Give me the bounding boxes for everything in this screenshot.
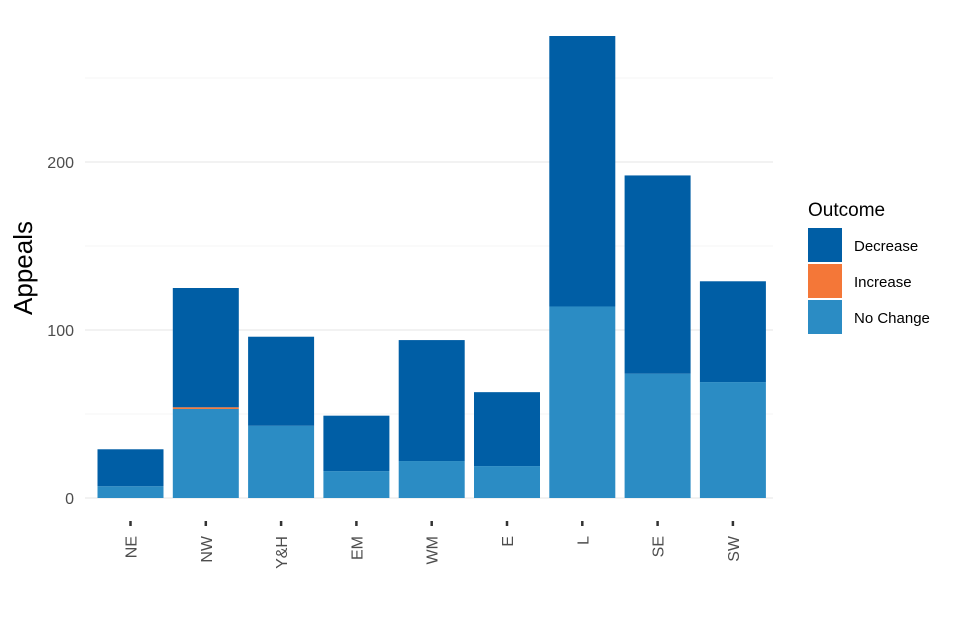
y-tick-label: 100	[47, 323, 74, 340]
bars	[97, 36, 766, 498]
bar-segment-no-change	[474, 466, 540, 498]
bar-segment-no-change	[323, 471, 390, 498]
x-tick-label: WM	[425, 536, 442, 564]
legend-key-decrease	[808, 228, 842, 262]
y-axis: 0 100 200	[47, 155, 74, 508]
x-tick-label: EM	[349, 536, 366, 560]
legend-key-no-change	[808, 300, 842, 334]
legend-title: Outcome	[808, 200, 885, 221]
bar-segment-increase	[172, 407, 239, 409]
x-tick-label: L	[575, 536, 592, 545]
y-tick-label: 200	[47, 155, 74, 172]
y-tick-label: 0	[65, 491, 74, 508]
bar-segment-no-change	[699, 382, 766, 498]
bar-segment-decrease	[699, 281, 766, 383]
bar-segment-no-change	[624, 373, 691, 498]
bar-segment-decrease	[97, 449, 164, 487]
x-tick-label: Y&H	[274, 536, 291, 569]
bar-segment-no-change	[97, 486, 164, 498]
x-tick-label: NW	[199, 535, 216, 563]
bar-segment-no-change	[172, 408, 239, 498]
x-tick-label: SW	[726, 535, 743, 562]
bar-segment-no-change	[248, 425, 315, 498]
bar-segment-decrease	[323, 415, 390, 472]
bar-segment-decrease	[624, 175, 691, 374]
x-tick-label: E	[500, 536, 517, 547]
bar-segment-decrease	[398, 340, 465, 462]
x-axis: NE NW Y&H EM WM E L SE SW	[124, 521, 743, 569]
legend-key-increase	[808, 264, 842, 298]
bar-segment-decrease	[549, 36, 616, 307]
bar-segment-no-change	[549, 306, 616, 498]
bar-segment-decrease	[172, 288, 239, 408]
bar-segment-decrease	[474, 392, 540, 467]
legend-label: Decrease	[854, 238, 918, 255]
x-tick-label: SE	[651, 536, 668, 557]
x-tick-label: NE	[124, 536, 141, 558]
bar-segment-no-change	[398, 461, 465, 498]
legend-label: Increase	[854, 274, 912, 291]
y-axis-title: Appeals	[8, 221, 38, 315]
bar-segment-decrease	[248, 336, 315, 426]
legend: Outcome Decrease Increase No Change	[808, 200, 930, 334]
legend-label: No Change	[854, 310, 930, 327]
